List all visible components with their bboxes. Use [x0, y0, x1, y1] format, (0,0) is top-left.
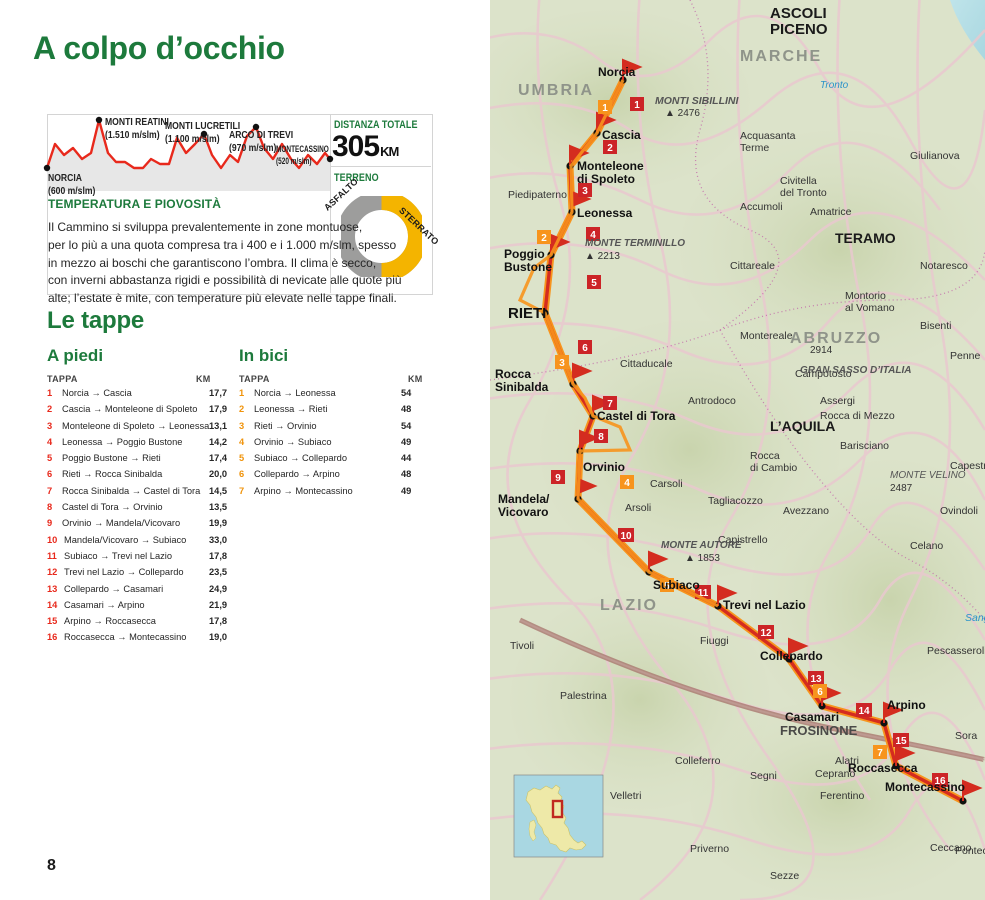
svg-text:3: 3: [559, 358, 565, 369]
svg-text:15: 15: [895, 736, 907, 747]
svg-text:12: 12: [760, 628, 772, 639]
svg-text:4: 4: [624, 478, 630, 489]
svg-text:8: 8: [598, 432, 604, 443]
svg-text:2: 2: [541, 233, 547, 244]
svg-text:2: 2: [607, 143, 613, 154]
svg-text:5: 5: [591, 278, 597, 289]
svg-text:1: 1: [634, 100, 640, 111]
svg-text:9: 9: [555, 473, 561, 484]
svg-text:10: 10: [620, 531, 632, 542]
svg-text:7: 7: [877, 748, 883, 759]
svg-text:13: 13: [810, 674, 822, 685]
svg-text:14: 14: [858, 706, 870, 717]
svg-text:6: 6: [817, 687, 823, 698]
svg-text:6: 6: [582, 343, 588, 354]
svg-text:3: 3: [582, 186, 588, 197]
svg-text:1: 1: [602, 103, 608, 114]
